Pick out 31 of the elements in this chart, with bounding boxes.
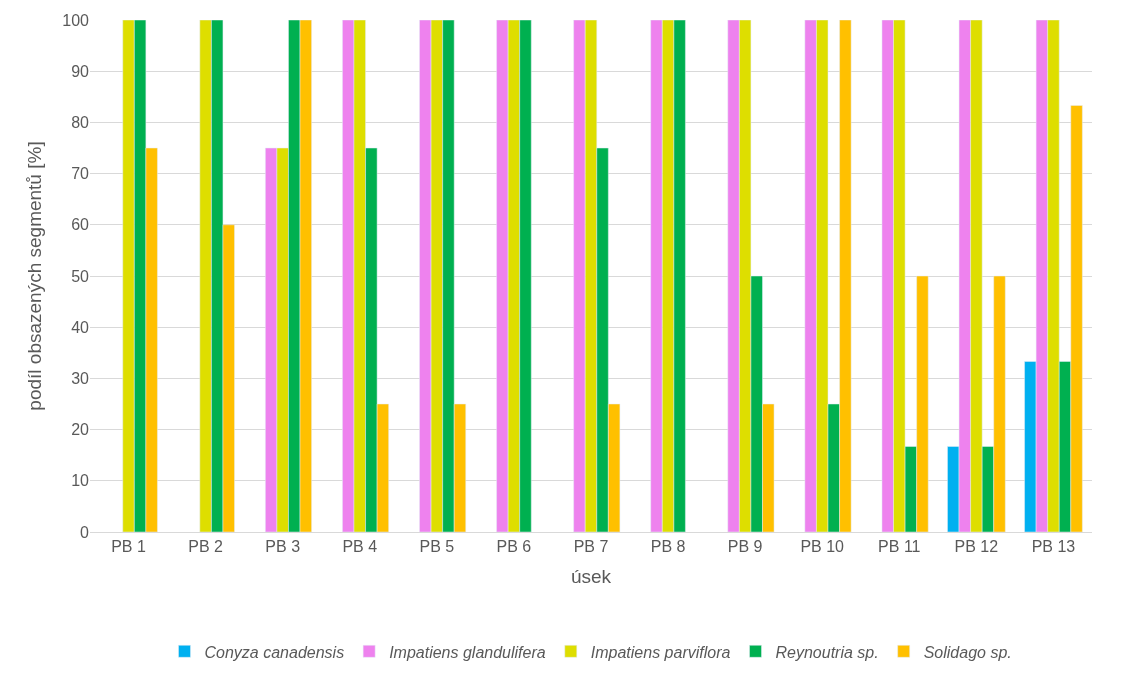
legend-label: Reynoutria sp.: [775, 643, 879, 661]
x-tick-label: PB 10: [800, 538, 845, 556]
y-tick-label: 80: [71, 114, 90, 131]
x-tick-label: PB 9: [727, 538, 763, 556]
y-tick-label: 30: [71, 370, 90, 387]
legend-label: Impatiens glandulifera: [389, 643, 546, 661]
y-axis-title: podíl obsazených segmentů [%]: [24, 141, 46, 411]
x-tick-label: PB 12: [954, 538, 999, 556]
x-tick-label: PB 4: [342, 538, 378, 556]
y-tick-label: 10: [71, 472, 90, 490]
x-tick-label: PB 2: [188, 538, 224, 556]
y-tick-label: 70: [71, 165, 90, 183]
x-tick-label: PB 8: [650, 538, 686, 556]
y-tick-label: 0: [80, 523, 90, 541]
x-axis-title: úsek: [570, 566, 612, 587]
y-tick-label: 100: [62, 11, 90, 29]
legend-label: Solidago sp.: [923, 643, 1012, 661]
y-tick-label: 40: [71, 318, 90, 336]
x-tick-label: PB 13: [1031, 538, 1076, 556]
y-tick-label: 50: [71, 267, 90, 285]
y-tick-label: 20: [71, 421, 90, 439]
y-tick-label: 60: [71, 216, 90, 234]
x-tick-label: PB 1: [111, 538, 146, 556]
x-tick-label: PB 3: [265, 538, 301, 556]
y-tick-label: 90: [71, 62, 90, 80]
legend-label: Impatiens parviflora: [590, 643, 731, 661]
x-tick-label: PB 11: [878, 538, 921, 556]
x-tick-label: PB 6: [496, 538, 532, 556]
legend-label: Conyza canadensis: [204, 643, 345, 661]
x-tick-label: PB 7: [573, 538, 609, 556]
x-tick-label: PB 5: [419, 538, 455, 556]
